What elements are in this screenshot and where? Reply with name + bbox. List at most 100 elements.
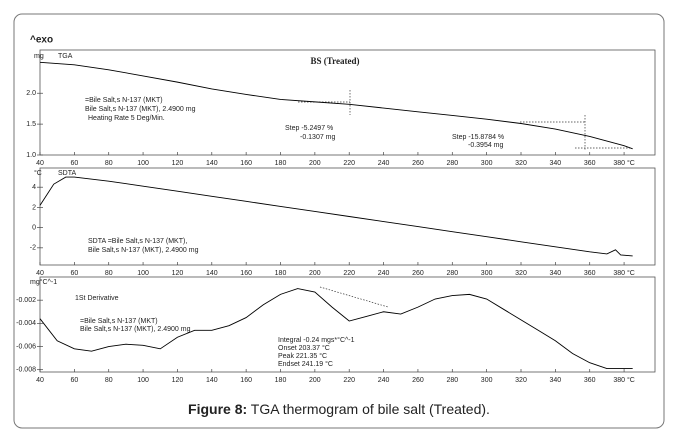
x-tick-label: 40 [36, 377, 44, 384]
y-tick-label: 1.0 [26, 152, 36, 159]
x-tick-label: 80 [105, 270, 113, 277]
x-tick-label: 320 [515, 377, 527, 384]
x-tick-label: 380 °C [613, 376, 634, 384]
x-tick-label: 380 °C [613, 269, 634, 277]
panel-label: 1St Derivative [75, 295, 119, 302]
x-tick-label: 320 [515, 160, 527, 167]
annotation: -0.1307 mg [300, 134, 336, 141]
x-tick-label: 340 [550, 270, 562, 277]
annotation: SDTA =Bile Salt,s N-137 (MKT), [88, 238, 187, 245]
x-tick-label: 240 [378, 377, 390, 384]
x-tick-label: 260 [412, 270, 424, 277]
y-tick-label: -2 [30, 245, 36, 252]
exo-label: ^exo [30, 35, 53, 46]
x-tick-label: 260 [412, 160, 424, 167]
x-tick-label: 80 [105, 377, 113, 384]
x-tick-label: 280 [446, 270, 458, 277]
x-tick-label: 340 [550, 160, 562, 167]
y-unit: °C [34, 169, 42, 177]
y-tick-label: -0.004 [16, 320, 36, 327]
annotation: -0.3954 mg [468, 142, 504, 149]
panel-label: SDTA [58, 170, 76, 177]
x-tick-label: 160 [240, 270, 252, 277]
x-tick-label: 140 [206, 270, 218, 277]
x-tick-label: 220 [343, 160, 355, 167]
x-tick-label: 240 [378, 160, 390, 167]
x-tick-label: 200 [309, 160, 321, 167]
x-tick-label: 160 [240, 377, 252, 384]
x-tick-label: 380 °C [613, 159, 634, 167]
x-tick-label: 220 [343, 377, 355, 384]
x-tick-label: 240 [378, 270, 390, 277]
x-tick-label: 280 [446, 377, 458, 384]
x-tick-label: 120 [172, 270, 184, 277]
x-tick-label: 300 [481, 270, 493, 277]
plot-frame [39, 276, 656, 373]
y-tick-label: 0 [32, 224, 36, 231]
x-tick-label: 360 [584, 377, 596, 384]
x-tick-label: 200 [309, 270, 321, 277]
x-tick-label: 120 [172, 160, 184, 167]
x-tick-label: 180 [275, 160, 287, 167]
x-tick-label: 60 [70, 377, 78, 384]
x-tick-label: 320 [515, 270, 527, 277]
annotation: Bile Salt,s N-137 (MKT), 2.4900 mg [80, 326, 191, 333]
x-tick-label: 340 [550, 377, 562, 384]
x-tick-label: 300 [481, 160, 493, 167]
x-tick-label: 140 [206, 160, 218, 167]
annotation: Bile Salt,s N-137 (MKT), 2.4900 mg [85, 106, 196, 113]
x-tick-label: 80 [105, 160, 113, 167]
x-tick-label: 300 [481, 377, 493, 384]
caption-label: Figure 8: [188, 401, 247, 417]
x-tick-label: 180 [275, 377, 287, 384]
x-tick-label: 360 [584, 160, 596, 167]
x-tick-label: 120 [172, 377, 184, 384]
y-tick-label: 4 [32, 184, 36, 191]
annotation: Onset 203.37 °C [278, 344, 330, 352]
annotation: =Bile Salt,s N-137 (MKT) [80, 318, 158, 325]
x-tick-label: 200 [309, 377, 321, 384]
x-tick-label: 100 [137, 270, 149, 277]
annotation: Step -15.8784 % [452, 134, 504, 141]
x-tick-label: 100 [137, 377, 149, 384]
y-tick-label: 2.0 [26, 90, 36, 97]
y-tick-label: 2 [32, 204, 36, 211]
panel-label: TGA [58, 53, 73, 60]
annotation: =Bile Salt,s N-137 (MKT) [85, 97, 163, 104]
annotation: Endset 241.19 °C [278, 360, 333, 368]
data-line [39, 288, 633, 369]
data-line [39, 61, 633, 150]
x-tick-label: 180 [275, 270, 287, 277]
annotation: Heating Rate 5 Deg/Min. [88, 115, 165, 122]
x-tick-label: 40 [36, 160, 44, 167]
y-tick-label: -0.006 [16, 343, 36, 350]
x-tick-label: 140 [206, 377, 218, 384]
x-tick-label: 360 [584, 270, 596, 277]
x-tick-label: 40 [36, 270, 44, 277]
x-tick-label: 60 [70, 160, 78, 167]
x-tick-label: 100 [137, 160, 149, 167]
chart-title: BS (Treated) [311, 56, 360, 66]
y-tick-label: -0.008 [16, 367, 36, 374]
x-tick-label: 160 [240, 160, 252, 167]
annotation: Step -5.2497 % [285, 125, 333, 132]
y-tick-label: -0.002 [16, 297, 36, 304]
x-tick-label: 260 [412, 377, 424, 384]
x-tick-label: 280 [446, 160, 458, 167]
y-unit: mg [34, 53, 44, 60]
annotation: Integral -0.24 mgs*°C^-1 [278, 336, 355, 344]
caption: Figure 8: TGA thermogram of bile salt (T… [188, 401, 490, 417]
annotation: Peak 221.35 °C [278, 352, 327, 360]
caption-text: TGA thermogram of bile salt (Treated). [247, 401, 490, 417]
x-tick-label: 60 [70, 270, 78, 277]
y-tick-label: 1.5 [26, 121, 36, 128]
plot-frame [39, 167, 656, 266]
annotation: Bile Salt,s N-137 (MKT), 2.4900 mg [88, 247, 199, 254]
figure-border [13, 13, 665, 429]
y-unit: mg°C^-1 [30, 278, 57, 286]
plot-frame [39, 49, 656, 156]
data-line [39, 176, 633, 257]
x-tick-label: 220 [343, 270, 355, 277]
